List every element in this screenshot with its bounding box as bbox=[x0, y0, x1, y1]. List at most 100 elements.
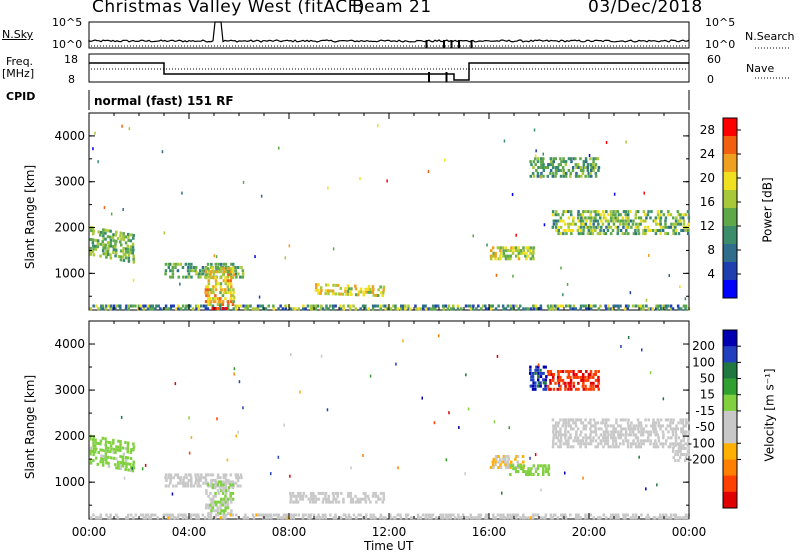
power-cell bbox=[234, 304, 237, 308]
velocity-cell bbox=[309, 500, 312, 504]
velocity-cell bbox=[99, 460, 102, 464]
velocity-cell bbox=[355, 516, 358, 520]
velocity-cell bbox=[589, 370, 593, 373]
power-cell bbox=[664, 304, 668, 308]
velocity-cell bbox=[597, 387, 600, 391]
velocity-cell bbox=[294, 513, 297, 517]
power-cell bbox=[209, 300, 213, 304]
power-cell bbox=[212, 285, 215, 289]
power-cell bbox=[535, 307, 538, 311]
velocity-cell bbox=[574, 436, 577, 440]
velocity-cell bbox=[576, 427, 580, 431]
power-cell bbox=[570, 232, 573, 236]
power-noise-cell bbox=[543, 223, 546, 227]
velocity-cell bbox=[356, 497, 359, 501]
velocity-cell bbox=[431, 513, 435, 517]
power-cell bbox=[562, 229, 566, 232]
velocity-colorbar-seg-2 bbox=[723, 362, 737, 380]
velocity-cell bbox=[342, 500, 345, 504]
power-noise-cell bbox=[495, 273, 498, 277]
velocity-cell bbox=[597, 516, 600, 520]
power-colorbar-tick-label-0: 4 bbox=[707, 267, 715, 281]
velocity-cell bbox=[449, 516, 452, 520]
power-cell bbox=[125, 250, 128, 254]
velocity-cell bbox=[534, 387, 537, 391]
velocity-cell bbox=[626, 439, 630, 443]
power-cell bbox=[679, 213, 682, 217]
velocity-cell bbox=[377, 497, 380, 501]
power-cell bbox=[542, 163, 545, 167]
power-cell bbox=[516, 254, 520, 258]
power-cell bbox=[231, 294, 235, 298]
power-cell bbox=[475, 307, 478, 311]
power-cell bbox=[579, 219, 583, 223]
power-cell bbox=[659, 216, 663, 220]
velocity-cell bbox=[567, 424, 570, 428]
velocity-cell bbox=[686, 443, 690, 447]
velocity-cell bbox=[225, 497, 228, 501]
velocity-cell bbox=[226, 506, 230, 510]
power-cell bbox=[382, 288, 385, 292]
velocity-cell bbox=[659, 513, 662, 517]
power-cell bbox=[675, 229, 678, 232]
power-cell bbox=[306, 304, 310, 308]
power-cell bbox=[642, 229, 645, 232]
velocity-noise-cell bbox=[496, 354, 499, 358]
power-noise-cell bbox=[562, 293, 564, 297]
power-cell bbox=[127, 235, 130, 239]
power-cell bbox=[127, 259, 131, 263]
velocity-cell bbox=[99, 513, 103, 517]
velocity-cell bbox=[560, 433, 563, 437]
velocity-cell bbox=[646, 513, 650, 517]
power-colorbar-tick-label-2: 12 bbox=[700, 219, 715, 233]
power-cell bbox=[106, 235, 110, 239]
power-cell bbox=[657, 216, 660, 220]
velocity-cell bbox=[344, 513, 347, 517]
power-cell bbox=[231, 276, 235, 280]
velocity-cell bbox=[650, 424, 653, 428]
power-cell bbox=[127, 238, 130, 242]
power-cell bbox=[547, 307, 551, 311]
velocity-cell bbox=[606, 430, 610, 434]
power-cell bbox=[172, 262, 176, 266]
velocity-cell bbox=[597, 442, 600, 446]
power-colorbar-tick-label-1: 8 bbox=[707, 243, 715, 257]
power-cell bbox=[177, 275, 181, 279]
velocity-cell bbox=[569, 384, 572, 388]
power-cell bbox=[231, 270, 235, 274]
velocity-cell bbox=[115, 513, 118, 517]
velocity-cell bbox=[532, 464, 535, 468]
velocity-cell bbox=[664, 442, 667, 446]
velocity-cell bbox=[364, 500, 368, 504]
velocity-cell bbox=[534, 381, 537, 385]
power-cell bbox=[589, 219, 592, 223]
velocity-cell bbox=[361, 497, 364, 501]
power-cell bbox=[132, 233, 135, 237]
power-cell bbox=[572, 157, 575, 161]
power-cell bbox=[336, 283, 340, 287]
power-cell bbox=[549, 307, 552, 311]
velocity-cell bbox=[567, 430, 570, 434]
power-cell bbox=[551, 166, 555, 169]
power-cell bbox=[114, 233, 117, 237]
power-cell bbox=[122, 246, 125, 250]
power-cell bbox=[619, 222, 622, 226]
velocity-cell bbox=[315, 516, 318, 520]
velocity-cell bbox=[444, 513, 448, 517]
power-noise-cell bbox=[288, 244, 291, 248]
power-cell bbox=[484, 307, 488, 311]
velocity-cell bbox=[104, 452, 108, 456]
power-cell bbox=[624, 222, 628, 226]
power-cell bbox=[302, 304, 305, 308]
velocity-cell bbox=[399, 516, 403, 520]
power-cell bbox=[672, 229, 675, 232]
power-cell bbox=[245, 304, 248, 308]
velocity-cell bbox=[195, 516, 198, 520]
power-cell bbox=[554, 225, 558, 229]
velocity-cell bbox=[270, 516, 273, 520]
power-cell bbox=[224, 297, 227, 301]
velocity-cell bbox=[319, 491, 323, 495]
velocity-cell bbox=[610, 430, 613, 434]
velocity-cell bbox=[615, 421, 618, 425]
velocity-cell bbox=[186, 481, 190, 485]
